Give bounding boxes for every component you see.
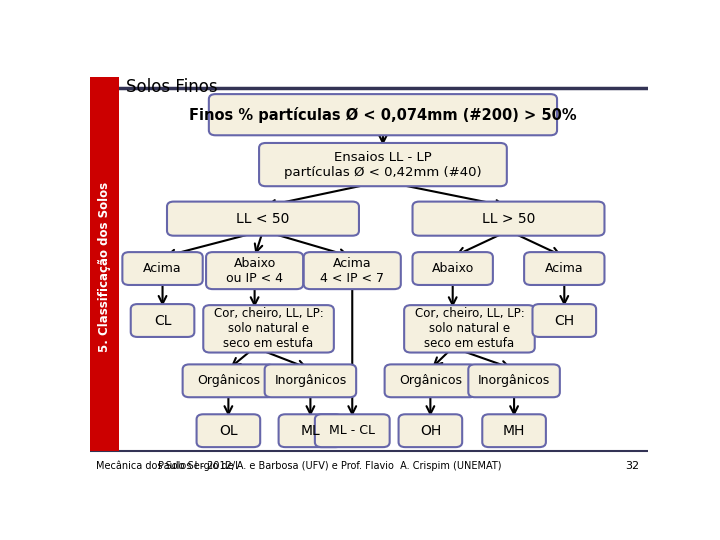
Text: MH: MH bbox=[503, 424, 526, 438]
FancyBboxPatch shape bbox=[524, 252, 605, 285]
Text: Orgânicos: Orgânicos bbox=[197, 374, 260, 387]
FancyBboxPatch shape bbox=[131, 304, 194, 337]
FancyBboxPatch shape bbox=[197, 414, 260, 447]
FancyBboxPatch shape bbox=[122, 252, 203, 285]
FancyBboxPatch shape bbox=[413, 201, 605, 235]
FancyBboxPatch shape bbox=[533, 304, 596, 337]
Text: Inorgânicos: Inorgânicos bbox=[274, 374, 346, 387]
FancyBboxPatch shape bbox=[279, 414, 342, 447]
FancyBboxPatch shape bbox=[203, 305, 334, 353]
Text: LL > 50: LL > 50 bbox=[482, 212, 535, 226]
Text: 5. Classificação dos Solos: 5. Classificação dos Solos bbox=[98, 181, 111, 352]
Text: Acima: Acima bbox=[143, 262, 182, 275]
Text: Ensaios LL - LP
partículas Ø < 0,42mm (#40): Ensaios LL - LP partículas Ø < 0,42mm (#… bbox=[284, 151, 482, 179]
Text: 32: 32 bbox=[626, 461, 639, 471]
Text: Acima: Acima bbox=[545, 262, 584, 275]
FancyBboxPatch shape bbox=[384, 364, 476, 397]
Text: Mecânica dos Solos I - 2012/I: Mecânica dos Solos I - 2012/I bbox=[96, 461, 238, 471]
Text: CH: CH bbox=[554, 314, 575, 328]
FancyBboxPatch shape bbox=[206, 252, 303, 289]
Text: Paulo Sergio de A. e Barbosa (UFV) e Prof. Flavio  A. Crispim (UNEMAT): Paulo Sergio de A. e Barbosa (UFV) e Pro… bbox=[158, 461, 502, 471]
Text: LL < 50: LL < 50 bbox=[236, 212, 289, 226]
FancyBboxPatch shape bbox=[259, 143, 507, 186]
FancyBboxPatch shape bbox=[265, 364, 356, 397]
FancyBboxPatch shape bbox=[482, 414, 546, 447]
FancyBboxPatch shape bbox=[183, 364, 274, 397]
Text: Solos Finos: Solos Finos bbox=[126, 78, 218, 96]
Text: Finos % partículas Ø < 0,074mm (#200) > 50%: Finos % partículas Ø < 0,074mm (#200) > … bbox=[189, 107, 577, 123]
FancyBboxPatch shape bbox=[413, 252, 493, 285]
FancyBboxPatch shape bbox=[399, 414, 462, 447]
FancyBboxPatch shape bbox=[315, 414, 390, 447]
Text: Cor, cheiro, LL, LP:
solo natural e
seco em estufa: Cor, cheiro, LL, LP: solo natural e seco… bbox=[415, 307, 524, 350]
Text: Abaixo
ou IP < 4: Abaixo ou IP < 4 bbox=[226, 256, 283, 285]
FancyBboxPatch shape bbox=[468, 364, 560, 397]
FancyBboxPatch shape bbox=[209, 94, 557, 136]
Text: Inorgânicos: Inorgânicos bbox=[478, 374, 550, 387]
FancyBboxPatch shape bbox=[404, 305, 535, 353]
FancyBboxPatch shape bbox=[167, 201, 359, 235]
Text: ML - CL: ML - CL bbox=[329, 424, 375, 437]
Text: OH: OH bbox=[420, 424, 441, 438]
Bar bbox=[90, 77, 119, 451]
Text: Abaixo: Abaixo bbox=[431, 262, 474, 275]
Text: CL: CL bbox=[154, 314, 171, 328]
Text: Cor, cheiro, LL, LP:
solo natural e
seco em estufa: Cor, cheiro, LL, LP: solo natural e seco… bbox=[214, 307, 323, 350]
FancyBboxPatch shape bbox=[304, 252, 401, 289]
Text: OL: OL bbox=[219, 424, 238, 438]
Text: ML: ML bbox=[300, 424, 320, 438]
Text: Acima
4 < IP < 7: Acima 4 < IP < 7 bbox=[320, 256, 384, 285]
Text: Orgânicos: Orgânicos bbox=[399, 374, 462, 387]
